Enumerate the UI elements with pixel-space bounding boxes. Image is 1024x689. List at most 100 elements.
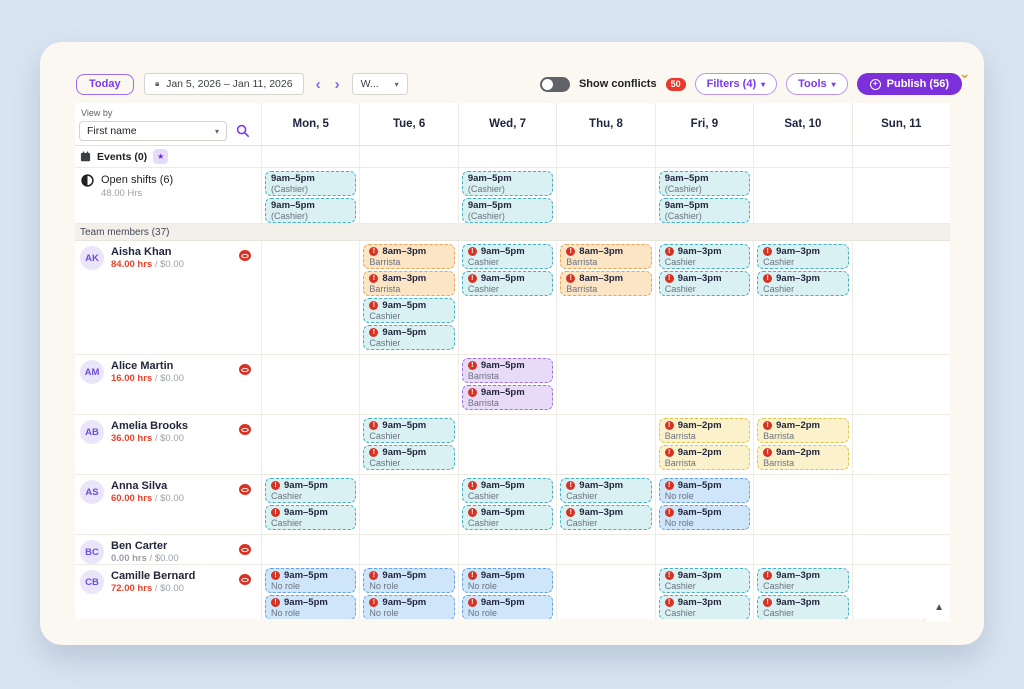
publish-button[interactable]: + Publish (56) bbox=[856, 73, 962, 95]
schedule-cell-1[interactable]: ! 9am–5pm No role! 9am–5pm No role bbox=[359, 565, 457, 619]
member-conflict-badge[interactable] bbox=[239, 424, 251, 435]
open-shift-cell-5[interactable] bbox=[753, 168, 851, 223]
schedule-cell-3[interactable] bbox=[556, 565, 654, 619]
shift-chip[interactable]: ! 9am–3pm Cashier bbox=[658, 568, 751, 593]
schedule-cell-2[interactable]: ! 9am–5pm Cashier! 9am–5pm Cashier bbox=[457, 475, 556, 534]
schedule-cell-2[interactable]: ! 9am–5pm Cashier! 9am–5pm Cashier bbox=[457, 241, 556, 354]
star-icon[interactable]: ★ bbox=[153, 149, 169, 164]
open-shift-cell-1[interactable] bbox=[359, 168, 457, 223]
shift-chip[interactable]: ! 9am–3pm Cashier bbox=[560, 478, 652, 503]
shift-chip[interactable]: ! 9am–3pm Cashier bbox=[658, 244, 751, 269]
schedule-cell-5[interactable] bbox=[753, 535, 851, 564]
open-shift-cell-2[interactable]: 9am–5pm (Cashier) 9am–5pm (Cashier) bbox=[457, 168, 556, 223]
next-week-button[interactable]: › bbox=[334, 75, 340, 93]
shift-chip[interactable]: 9am–5pm (Cashier) bbox=[658, 171, 751, 196]
date-range-picker[interactable]: Jan 5, 2026 – Jan 11, 2026 bbox=[143, 73, 304, 95]
schedule-cell-6[interactable] bbox=[851, 355, 950, 414]
sort-by-select[interactable]: First name ▾ bbox=[79, 121, 227, 141]
shift-chip[interactable]: ! 8am–3pm Barrista bbox=[560, 244, 652, 269]
shift-chip[interactable]: ! 9am–2pm Barrista bbox=[658, 445, 751, 470]
shift-chip[interactable]: 9am–5pm (Cashier) bbox=[265, 198, 357, 223]
shift-chip[interactable]: 9am–5pm (Cashier) bbox=[461, 171, 554, 196]
member-info[interactable]: AB Amelia Brooks 36.00 hrs / $0.00 bbox=[75, 415, 261, 474]
schedule-cell-0[interactable]: ! 9am–5pm No role! 9am–5pm No role bbox=[261, 565, 359, 619]
schedule-cell-4[interactable]: ! 9am–5pm No role! 9am–5pm No role bbox=[654, 475, 753, 534]
member-conflict-badge[interactable] bbox=[239, 574, 251, 585]
shift-chip[interactable]: ! 9am–5pm No role bbox=[363, 568, 455, 593]
open-shift-cell-4[interactable]: 9am–5pm (Cashier) 9am–5pm (Cashier) bbox=[654, 168, 753, 223]
events-cell-0[interactable] bbox=[261, 146, 359, 167]
schedule-cell-4[interactable]: ! 9am–3pm Cashier! 9am–3pm Cashier bbox=[654, 241, 753, 354]
shift-chip[interactable]: ! 9am–5pm No role bbox=[265, 568, 357, 593]
member-conflict-badge[interactable] bbox=[239, 484, 251, 495]
schedule-cell-2[interactable] bbox=[457, 535, 556, 564]
scroll-top-button[interactable]: ▲ bbox=[900, 588, 950, 622]
schedule-cell-3[interactable] bbox=[556, 535, 654, 564]
schedule-cell-1[interactable] bbox=[359, 475, 457, 534]
shift-chip[interactable]: ! 9am–5pm Cashier bbox=[363, 298, 455, 323]
shift-chip[interactable]: ! 9am–5pm Cashier bbox=[461, 271, 554, 296]
member-conflict-badge[interactable] bbox=[239, 544, 251, 555]
shift-chip[interactable]: ! 8am–3pm Barrista bbox=[363, 271, 455, 296]
events-cell-5[interactable] bbox=[753, 146, 851, 167]
member-info[interactable]: CB Camille Bernard 72.00 hrs / $0.00 bbox=[75, 565, 261, 619]
shift-chip[interactable]: ! 9am–5pm Cashier bbox=[363, 325, 455, 350]
schedule-cell-4[interactable]: ! 9am–3pm Cashier! 9am–3pm Cashier bbox=[654, 565, 753, 619]
schedule-cell-6[interactable] bbox=[851, 475, 950, 534]
schedule-cell-0[interactable] bbox=[261, 355, 359, 414]
schedule-cell-6[interactable] bbox=[851, 565, 950, 619]
shift-chip[interactable]: ! 9am–2pm Barrista bbox=[658, 418, 751, 443]
shift-chip[interactable]: ! 9am–5pm Cashier bbox=[265, 505, 357, 530]
schedule-cell-6[interactable] bbox=[851, 241, 950, 354]
shift-chip[interactable]: ! 9am–5pm No role bbox=[265, 595, 357, 619]
events-cell-3[interactable] bbox=[556, 146, 654, 167]
schedule-cell-6[interactable] bbox=[851, 415, 950, 474]
shift-chip[interactable]: ! 9am–3pm Cashier bbox=[757, 595, 849, 619]
events-cell-4[interactable] bbox=[654, 146, 753, 167]
events-sidebar-cell[interactable]: Events (0) ★ bbox=[75, 146, 261, 167]
events-cell-1[interactable] bbox=[359, 146, 457, 167]
open-shift-cell-3[interactable] bbox=[556, 168, 654, 223]
shift-chip[interactable]: ! 9am–5pm Cashier bbox=[363, 418, 455, 443]
shift-chip[interactable]: ! 9am–5pm Cashier bbox=[265, 478, 357, 503]
schedule-cell-5[interactable]: ! 9am–3pm Cashier! 9am–3pm Cashier bbox=[753, 241, 851, 354]
tools-button[interactable]: Tools ▾ bbox=[786, 73, 848, 95]
shift-chip[interactable]: ! 9am–5pm Cashier bbox=[461, 478, 554, 503]
schedule-cell-4[interactable] bbox=[654, 355, 753, 414]
shift-chip[interactable]: ! 9am–5pm No role bbox=[363, 595, 455, 619]
schedule-cell-3[interactable] bbox=[556, 415, 654, 474]
schedule-cell-0[interactable] bbox=[261, 241, 359, 354]
shift-chip[interactable]: ! 9am–3pm Cashier bbox=[757, 244, 849, 269]
collapse-toolbar-icon[interactable]: ⌄ bbox=[959, 66, 970, 81]
schedule-cell-6[interactable] bbox=[851, 535, 950, 564]
schedule-cell-0[interactable] bbox=[261, 415, 359, 474]
schedule-cell-1[interactable] bbox=[359, 535, 457, 564]
shift-chip[interactable]: ! 9am–5pm No role bbox=[461, 568, 554, 593]
member-info[interactable]: BC Ben Carter 0.00 hrs / $0.00 bbox=[75, 535, 261, 564]
schedule-cell-1[interactable] bbox=[359, 355, 457, 414]
show-conflicts-toggle[interactable] bbox=[539, 76, 570, 92]
today-button[interactable]: Today bbox=[76, 73, 134, 95]
schedule-cell-3[interactable]: ! 8am–3pm Barrista! 8am–3pm Barrista bbox=[556, 241, 654, 354]
schedule-cell-1[interactable]: ! 8am–3pm Barrista! 8am–3pm Barrista! 9am–5pm… bbox=[359, 241, 457, 354]
schedule-cell-5[interactable] bbox=[753, 475, 851, 534]
shift-chip[interactable]: ! 9am–2pm Barrista bbox=[757, 445, 849, 470]
schedule-cell-2[interactable]: ! 9am–5pm No role! 9am–5pm No role bbox=[457, 565, 556, 619]
events-cell-2[interactable] bbox=[457, 146, 556, 167]
shift-chip[interactable]: ! 9am–3pm Cashier bbox=[757, 271, 849, 296]
shift-chip[interactable]: ! 9am–5pm Cashier bbox=[461, 244, 554, 269]
shift-chip[interactable]: ! 8am–3pm Barrista bbox=[560, 271, 652, 296]
search-icon[interactable] bbox=[236, 124, 250, 138]
shift-chip[interactable]: ! 9am–3pm Cashier bbox=[658, 595, 751, 619]
shift-chip[interactable]: ! 9am–5pm Barrista bbox=[461, 385, 554, 410]
open-shifts-sidebar-cell[interactable]: Open shifts (6) 48.00 Hrs bbox=[75, 168, 261, 223]
shift-chip[interactable]: ! 9am–5pm Barrista bbox=[461, 358, 554, 383]
shift-chip[interactable]: ! 9am–5pm No role bbox=[658, 478, 751, 503]
filters-button[interactable]: Filters (4) ▾ bbox=[694, 73, 778, 95]
member-conflict-badge[interactable] bbox=[239, 364, 251, 375]
member-conflict-badge[interactable] bbox=[239, 250, 251, 261]
shift-chip[interactable]: ! 8am–3pm Barrista bbox=[363, 244, 455, 269]
shift-chip[interactable]: ! 9am–3pm Cashier bbox=[658, 271, 751, 296]
open-shift-cell-6[interactable] bbox=[851, 168, 950, 223]
schedule-cell-5[interactable]: ! 9am–3pm Cashier! 9am–3pm Cashier bbox=[753, 565, 851, 619]
